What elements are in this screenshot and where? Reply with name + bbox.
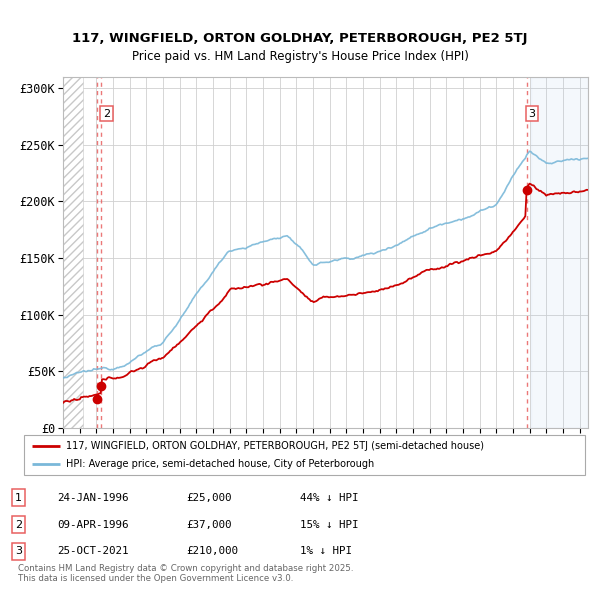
Text: 117, WINGFIELD, ORTON GOLDHAY, PETERBOROUGH, PE2 5TJ: 117, WINGFIELD, ORTON GOLDHAY, PETERBORO… bbox=[72, 32, 528, 45]
Text: £37,000: £37,000 bbox=[186, 520, 232, 529]
Text: Contains HM Land Registry data © Crown copyright and database right 2025.
This d: Contains HM Land Registry data © Crown c… bbox=[18, 563, 353, 583]
Text: 117, WINGFIELD, ORTON GOLDHAY, PETERBOROUGH, PE2 5TJ (semi-detached house): 117, WINGFIELD, ORTON GOLDHAY, PETERBORO… bbox=[66, 441, 484, 451]
FancyBboxPatch shape bbox=[24, 435, 585, 475]
Text: 44% ↓ HPI: 44% ↓ HPI bbox=[300, 493, 359, 503]
Text: 15% ↓ HPI: 15% ↓ HPI bbox=[300, 520, 359, 529]
Text: £25,000: £25,000 bbox=[186, 493, 232, 503]
Text: £210,000: £210,000 bbox=[186, 546, 238, 556]
Text: Price paid vs. HM Land Registry's House Price Index (HPI): Price paid vs. HM Land Registry's House … bbox=[131, 50, 469, 63]
Text: 1% ↓ HPI: 1% ↓ HPI bbox=[300, 546, 352, 556]
Bar bbox=[532, 77, 588, 428]
Text: HPI: Average price, semi-detached house, City of Peterborough: HPI: Average price, semi-detached house,… bbox=[66, 459, 374, 469]
Text: 3: 3 bbox=[15, 546, 22, 556]
Text: 25-OCT-2021: 25-OCT-2021 bbox=[57, 546, 128, 556]
Text: 2: 2 bbox=[15, 520, 22, 529]
Text: 24-JAN-1996: 24-JAN-1996 bbox=[57, 493, 128, 503]
Text: 09-APR-1996: 09-APR-1996 bbox=[57, 520, 128, 529]
Text: 1: 1 bbox=[15, 493, 22, 503]
Text: 3: 3 bbox=[529, 109, 536, 119]
Text: 2: 2 bbox=[103, 109, 110, 119]
